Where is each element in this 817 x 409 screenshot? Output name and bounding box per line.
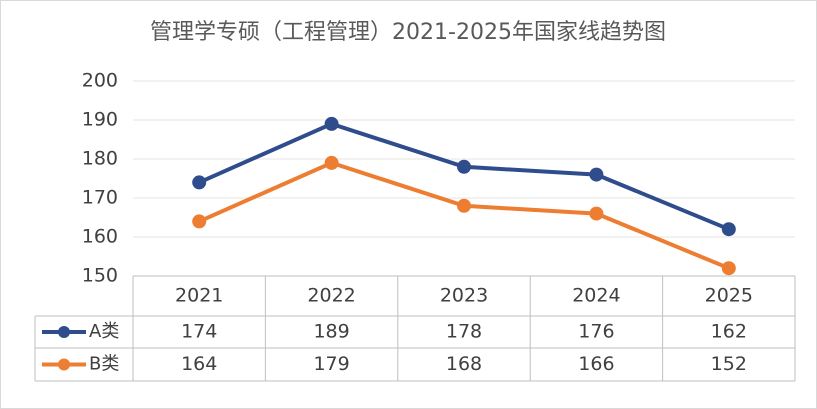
x-tick-label: 2023 <box>440 285 488 307</box>
x-tick-label: 2025 <box>705 285 753 307</box>
point <box>589 206 604 221</box>
table-cell: 174 <box>181 321 217 343</box>
chart-title: 管理学专硕（工程管理）2021-2025年国家线趋势图 <box>150 20 666 45</box>
x-tick-label: 2024 <box>572 285 620 307</box>
table-cell: 176 <box>578 321 614 343</box>
point <box>721 261 736 276</box>
point <box>457 159 471 174</box>
y-tick-label: 180 <box>82 148 118 170</box>
point <box>324 116 339 131</box>
x-tick-label: 2022 <box>307 285 355 307</box>
y-tick-label: 170 <box>82 187 118 209</box>
legend-marker <box>58 358 70 371</box>
table-cell: 178 <box>446 321 482 343</box>
table-cell: 168 <box>446 353 482 375</box>
table-cell: 164 <box>181 353 217 375</box>
legend-marker <box>58 326 70 338</box>
table-cell: 179 <box>313 353 349 375</box>
point <box>324 155 339 170</box>
y-tick-label: 160 <box>82 226 118 248</box>
table-cell: 162 <box>711 321 747 343</box>
point <box>457 198 471 213</box>
point <box>192 175 207 190</box>
x-tick-label: 2021 <box>175 285 223 307</box>
table-cell: 166 <box>578 353 614 375</box>
point <box>192 214 207 229</box>
y-tick-label: 150 <box>82 265 118 287</box>
table-cell: 152 <box>711 353 747 375</box>
legend-label: A类 <box>89 321 119 342</box>
point <box>721 222 736 237</box>
y-tick-label: 190 <box>82 109 118 131</box>
table-cell: 189 <box>313 321 349 343</box>
legend-label: B类 <box>89 354 119 375</box>
y-tick-label: 200 <box>82 70 118 92</box>
point <box>589 167 604 182</box>
